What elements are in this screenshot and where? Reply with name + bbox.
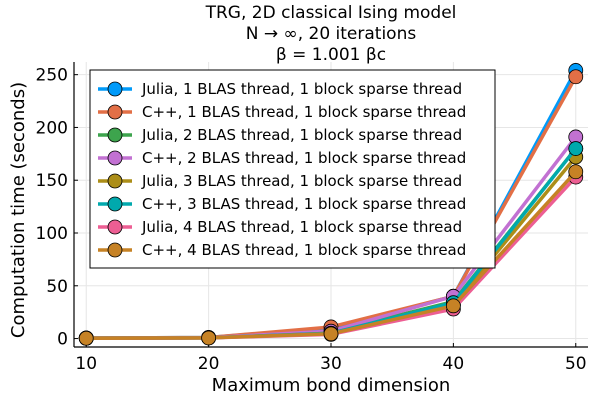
legend-label: C++, 1 BLAS thread, 1 block sparse threa… xyxy=(142,103,466,121)
legend-item: Julia, 2 BLAS thread, 1 block sparse thr… xyxy=(98,126,462,144)
data-point xyxy=(445,298,461,314)
x-axis-label: Maximum bond dimension xyxy=(212,375,451,396)
data-point xyxy=(78,330,94,346)
legend-item: Julia, 1 BLAS thread, 1 block sparse thr… xyxy=(98,80,462,98)
title-line: TRG, 2D classical Ising model xyxy=(205,3,457,23)
x-tick-label: 20 xyxy=(198,354,220,374)
x-tick-label: 50 xyxy=(565,354,587,374)
legend-label: Julia, 2 BLAS thread, 1 block sparse thr… xyxy=(141,126,462,144)
legend-item: C++, 3 BLAS thread, 1 block sparse threa… xyxy=(98,195,466,213)
legend-item: C++, 1 BLAS thread, 1 block sparse threa… xyxy=(98,103,466,121)
y-axis-label: Computation time (seconds) xyxy=(8,82,29,338)
y-tick-label: 50 xyxy=(46,277,68,297)
title-line: N → ∞, 20 iterations xyxy=(246,24,417,44)
legend-item: Julia, 4 BLAS thread, 1 block sparse thr… xyxy=(98,218,462,236)
legend-label: C++, 2 BLAS thread, 1 block sparse threa… xyxy=(142,149,466,167)
x-tick-label: 10 xyxy=(75,354,97,374)
legend-item: Julia, 3 BLAS thread, 1 block sparse thr… xyxy=(98,172,462,190)
data-point xyxy=(568,69,584,85)
data-point xyxy=(201,330,217,346)
data-point xyxy=(323,326,339,342)
legend-swatch-marker xyxy=(107,81,123,97)
tick-labels: 10 20 30 40 50 0 50 100 150 200 250 xyxy=(36,66,587,374)
y-tick-label: 100 xyxy=(36,224,68,244)
data-point xyxy=(568,141,584,156)
legend-label: Julia, 3 BLAS thread, 1 block sparse thr… xyxy=(141,172,462,190)
legend-swatch-marker xyxy=(107,196,123,212)
y-tick-label: 250 xyxy=(36,66,68,86)
x-tick-label: 30 xyxy=(320,354,342,374)
title-line: β = 1.001 βc xyxy=(276,45,386,65)
legend-label: Julia, 1 BLAS thread, 1 block sparse thr… xyxy=(141,80,462,98)
legend-swatch-marker xyxy=(107,104,123,120)
legend-item: C++, 4 BLAS thread, 1 block sparse threa… xyxy=(98,241,466,259)
legend-label: C++, 4 BLAS thread, 1 block sparse threa… xyxy=(142,241,466,259)
legend-label: Julia, 4 BLAS thread, 1 block sparse thr… xyxy=(141,218,462,236)
y-tick-label: 0 xyxy=(57,330,68,350)
legend-label: C++, 3 BLAS thread, 1 block sparse threa… xyxy=(142,195,466,213)
legend-swatch-marker xyxy=(107,219,123,235)
legend-box xyxy=(89,69,496,269)
legend-swatch-marker xyxy=(107,173,123,189)
legend-swatch-marker xyxy=(107,150,123,166)
legend-item: C++, 2 BLAS thread, 1 block sparse threa… xyxy=(98,149,466,167)
legend-swatch-marker xyxy=(107,242,123,258)
data-point xyxy=(568,164,584,180)
legend-swatch-marker xyxy=(107,127,123,143)
legend: Julia, 1 BLAS thread, 1 block sparse thr… xyxy=(89,69,496,269)
y-tick-label: 150 xyxy=(36,171,68,191)
x-tick-label: 40 xyxy=(443,354,465,374)
y-tick-label: 200 xyxy=(36,118,68,138)
